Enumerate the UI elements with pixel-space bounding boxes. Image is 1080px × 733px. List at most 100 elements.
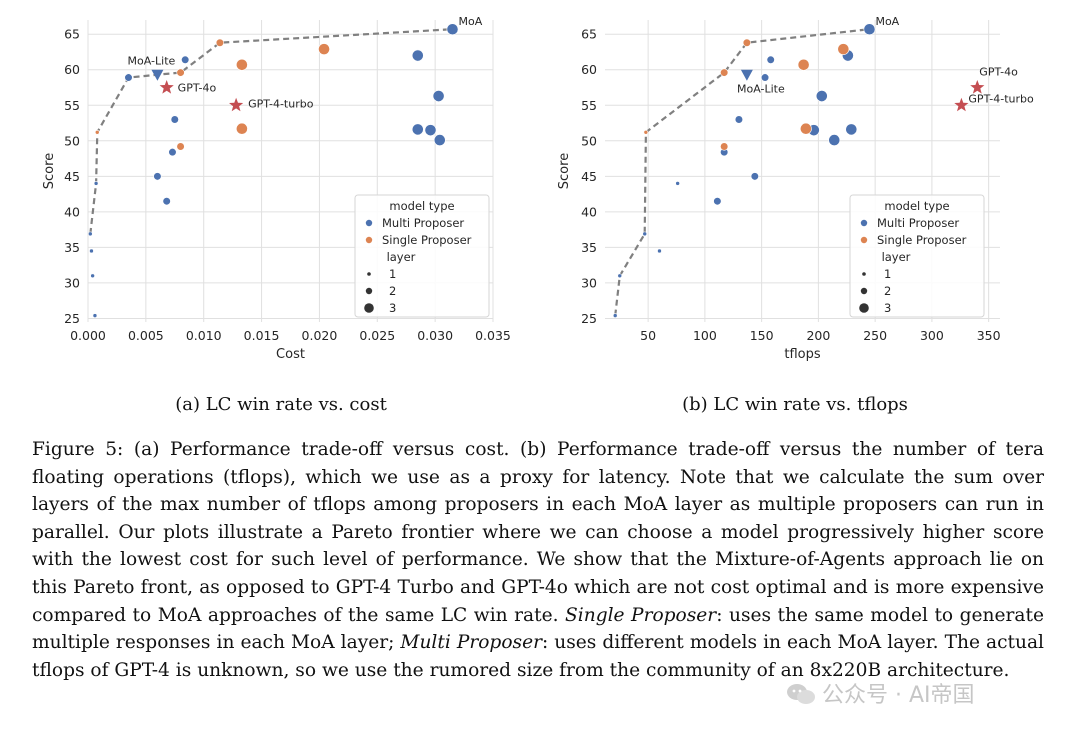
tflops-legend-type-1: Single Proposer xyxy=(877,233,967,247)
tflops-xtick-0: 50 xyxy=(640,328,656,343)
tflops-single-point-3 xyxy=(742,38,751,47)
cost-xtick-6: 0.030 xyxy=(417,328,453,343)
tflops-ytick-30: 30 xyxy=(581,275,597,290)
cost-ytick-30: 30 xyxy=(64,275,80,290)
cost-multi-point-16 xyxy=(446,23,459,36)
tflops-multi-point-1 xyxy=(617,273,623,279)
tflops-ytick-60: 60 xyxy=(581,62,597,77)
tflops-legend-layer-title: layer xyxy=(882,250,911,264)
cost-ytick-55: 55 xyxy=(64,98,80,113)
cost-single-point-0 xyxy=(94,129,100,135)
tflops-ytick-45: 45 xyxy=(581,169,597,184)
tflops-xtick-1: 100 xyxy=(693,328,717,343)
cost-legend-layer-2: 3 xyxy=(389,301,396,315)
tflops-multi-point-10 xyxy=(766,55,775,64)
tflops-xtick-6: 350 xyxy=(977,328,1001,343)
cost-multi-point-7 xyxy=(162,197,171,206)
cost-single-point-4 xyxy=(235,58,248,71)
cost-single-point-2 xyxy=(176,142,185,151)
tflops-ytick-65: 65 xyxy=(581,27,597,42)
tflops-xlabel: tflops xyxy=(784,347,820,362)
caption-term-single: Single Proposer xyxy=(565,604,717,626)
tflops-single-point-4 xyxy=(797,58,810,71)
cost-ytick-40: 40 xyxy=(64,204,80,219)
cost-legend-layer-marker-0 xyxy=(367,272,371,276)
tflops-moa-lite-marker xyxy=(740,69,753,81)
tflops-multi-point-3 xyxy=(657,248,662,254)
tflops-multi-point-15 xyxy=(845,123,858,136)
cost-xtick-5: 0.025 xyxy=(359,328,395,343)
cost-ytick-60: 60 xyxy=(64,62,80,77)
tflops-xtick-3: 200 xyxy=(806,328,830,343)
caption-text-2: : uses the same model to generate multip… xyxy=(32,604,1044,654)
wechat-icon xyxy=(787,684,815,704)
tflops-gpt-label-1: GPT-4-turbo xyxy=(968,92,1034,105)
tflops-multi-point-9 xyxy=(760,73,770,82)
cost-legend-type-1: Single Proposer xyxy=(382,233,472,247)
cost-legend-type-marker-1 xyxy=(365,236,373,244)
cost-ytick-35: 35 xyxy=(64,240,80,255)
cost-gpt-label-1: GPT-4-turbo xyxy=(248,97,314,110)
tflops-multi-point-2 xyxy=(642,231,648,237)
subcaption-cost: (a) LC win rate vs. cost xyxy=(175,394,387,415)
cost-xtick-2: 0.010 xyxy=(186,328,222,343)
tflops-legend-layer-2: 3 xyxy=(884,301,891,315)
tflops-ytick-40: 40 xyxy=(581,204,597,219)
tflops-gpt-label-0: GPT-4o xyxy=(979,66,1018,79)
cost-multi-point-11 xyxy=(411,49,424,62)
tflops-legend-box xyxy=(849,194,985,318)
cost-single-point-3 xyxy=(215,38,225,47)
tflops-ylabel: Score xyxy=(557,153,572,189)
cost-multi-point-0 xyxy=(88,231,93,237)
tflops-single-point-1 xyxy=(720,68,729,77)
tflops-xtick-2: 150 xyxy=(750,328,774,343)
tflops-legend-type-marker-0 xyxy=(860,219,868,227)
cost-legend-box xyxy=(354,194,490,318)
cost-legend-layer-title: layer xyxy=(387,250,416,264)
cost-ylabel: Score xyxy=(42,153,57,189)
cost-ytick-50: 50 xyxy=(64,133,80,148)
chart-tflops-svg: 25 30 35 40 45 50 55 60 65 50 100 150 200 250 300 350 tf… xyxy=(557,15,1034,362)
cost-multi-point-10 xyxy=(181,55,190,64)
tflops-ytick-25: 25 xyxy=(581,311,597,326)
cost-multi-point-2 xyxy=(90,273,95,279)
tflops-legend-layer-1: 2 xyxy=(884,284,891,298)
caption-term-multi: Multi Proposer xyxy=(400,632,542,654)
cost-xtick-1: 0.005 xyxy=(128,328,164,343)
cost-legend-layer-0: 1 xyxy=(389,267,396,281)
cost-legend-type-marker-0 xyxy=(365,219,373,227)
subcaption-tflops: (b) LC win rate vs. tflops xyxy=(682,394,908,415)
caption-text-1: Figure 5: (a) Performance trade-off vers… xyxy=(32,439,1044,626)
cost-moa-label: MoA xyxy=(459,15,483,28)
cost-multi-point-4 xyxy=(93,181,99,186)
tflops-moa-lite-label: MoA-Lite xyxy=(737,83,785,96)
tflops-multi-point-8 xyxy=(750,172,759,181)
cost-xtick-7: 0.035 xyxy=(475,328,511,343)
cost-moa-lite-label: MoA-Lite xyxy=(128,55,176,68)
cost-single-point-1 xyxy=(176,68,185,77)
tflops-ytick-35: 35 xyxy=(581,240,597,255)
cost-multi-point-13 xyxy=(424,124,437,137)
cost-multi-point-15 xyxy=(433,134,446,146)
cost-multi-point-5 xyxy=(124,73,133,82)
tflops-legend-layer-marker-2 xyxy=(859,303,869,313)
chart-cost-svg: 25 30 35 40 45 50 55 60 65 0.000 0.005 0.010 0.015 0.… xyxy=(42,15,511,362)
tflops-multi-point-12 xyxy=(815,90,828,102)
tflops-single-point-2 xyxy=(720,142,729,151)
cost-multi-point-9 xyxy=(170,115,179,124)
tflops-multi-point-5 xyxy=(713,197,722,206)
cost-legend-layer-marker-2 xyxy=(364,303,374,313)
cost-ytick-45: 45 xyxy=(64,169,80,184)
tflops-legend-layer-marker-1 xyxy=(860,287,868,295)
tflops-ytick-50: 50 xyxy=(581,133,597,148)
tflops-legend-type-0: Multi Proposer xyxy=(877,216,959,230)
cost-multi-point-14 xyxy=(432,90,445,102)
cost-legend-layer-1: 2 xyxy=(389,284,396,298)
cost-multi-point-12 xyxy=(411,123,424,136)
cost-xtick-0: 0.000 xyxy=(70,328,106,343)
cost-gpt-label-0: GPT-4o xyxy=(178,82,217,95)
cost-gpt-star-0 xyxy=(159,80,174,94)
tflops-multi-point-0 xyxy=(612,313,618,318)
watermark: 公众号 · AI帝国 xyxy=(786,677,975,709)
